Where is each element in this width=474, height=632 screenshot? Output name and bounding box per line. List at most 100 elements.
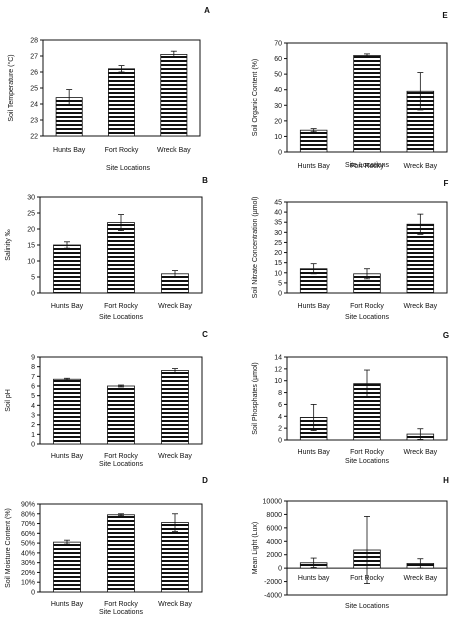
x-axis-label: Site Locations: [99, 609, 143, 616]
panel-label: E: [442, 11, 448, 20]
x-axis-label: Site Locations: [345, 162, 389, 169]
y-tick-label: 6: [278, 402, 282, 409]
y-tick-label: 20%: [21, 570, 35, 577]
y-tick-label: 5: [278, 280, 282, 287]
chart-panel-g: G 0 2 4 6 8 10 12 14 Hunts Bay Fort Rocky Wreck Bay…: [252, 331, 449, 465]
category-label: Hunts Bay: [298, 303, 331, 310]
y-tick-label: 30: [274, 230, 282, 237]
bar: [53, 541, 81, 593]
y-tick-label: 27: [30, 54, 38, 61]
x-axis-label: Site Locations: [99, 461, 143, 468]
y-tick-label: 25: [27, 211, 35, 218]
category-label: Fort Rocky: [104, 303, 138, 310]
y-axis-label: Soil Organic Content (%): [252, 59, 259, 136]
bar: [160, 54, 188, 137]
category-label: Hunts Bay: [51, 601, 84, 608]
y-tick-label: 10: [274, 270, 282, 277]
panel-label: B: [202, 176, 208, 185]
bar: [161, 522, 189, 593]
y-axis-label: Soil Nitrate Concentration (µmol): [252, 197, 259, 299]
chart-panel-a: A 22 23 24 25 26 27 28 Hunts Bay Fort Rocky Wreck …: [7, 6, 210, 172]
y-tick-label: -4000: [264, 593, 282, 600]
y-axis-label: Soil Temperature (°C): [7, 54, 15, 121]
category-label: Fort Rocky: [350, 303, 384, 310]
category-label: Wreck Bay: [403, 303, 437, 310]
panel-label: G: [443, 331, 449, 340]
category-label: Fort Rocky: [350, 163, 384, 170]
panel-label: C: [202, 330, 208, 339]
category-label: Wreck Bay: [158, 453, 192, 460]
x-axis-label: Site Locations: [106, 165, 150, 172]
plot-frame: [286, 500, 448, 596]
y-tick-label: 10000: [263, 499, 283, 506]
chart-panel-b: B 0 5 10 15 20 25 30 Hunts Bay Fort Rocky Wreck Ba…: [5, 176, 208, 321]
y-tick-label: 4: [278, 414, 282, 421]
y-tick-label: 10: [274, 378, 282, 385]
y-tick-label: 22: [30, 134, 38, 141]
category-label: Wreck Bay: [157, 147, 191, 154]
y-tick-label: 50%: [21, 541, 35, 548]
y-tick-label: 5: [31, 275, 35, 282]
y-tick-label: 40: [274, 210, 282, 217]
y-tick-label: 10%: [21, 580, 35, 587]
category-label: Hunts bay: [298, 575, 330, 582]
bar: [406, 90, 435, 153]
y-tick-label: 23: [30, 118, 38, 125]
y-tick-label: 0: [278, 566, 282, 573]
category-label: Fort Rocky: [104, 453, 138, 460]
y-tick-label: -2000: [264, 579, 282, 586]
bar: [107, 385, 135, 445]
y-tick-label: 6: [31, 384, 35, 391]
y-tick-label: 50: [274, 72, 282, 79]
category-label: Hunts Bay: [51, 303, 84, 310]
chart-panel-e: E 0 10 20 30 40 50 60 70 Hunts Bay Fort Rocky Wreck…: [252, 11, 448, 170]
y-tick-label: 14: [274, 355, 282, 362]
y-tick-label: 60%: [21, 531, 35, 538]
chart-panel-c: C 0 1 2 3 4 5 6 7 8 9 Hunts Bay Fort Rocky Wreck Bay S…: [5, 330, 208, 468]
y-tick-label: 2: [278, 426, 282, 433]
panel-label: A: [204, 6, 210, 15]
y-tick-label: 8: [31, 364, 35, 371]
y-tick-label: 30: [27, 195, 35, 202]
y-tick-label: 35: [274, 220, 282, 227]
y-tick-label: 8000: [266, 512, 282, 519]
y-tick-label: 8: [278, 390, 282, 397]
y-tick-label: 7: [31, 374, 35, 381]
y-tick-label: 28: [30, 38, 38, 45]
y-tick-label: 20: [274, 250, 282, 257]
y-tick-label: 24: [30, 102, 38, 109]
y-axis-label: Salinity ‰: [5, 229, 12, 261]
y-tick-label: 10: [274, 134, 282, 141]
bar: [353, 55, 381, 153]
category-label: Hunts Bay: [298, 449, 331, 456]
y-tick-label: 80%: [21, 511, 35, 518]
y-tick-label: 70%: [21, 521, 35, 528]
x-axis-label: Site Locations: [345, 314, 389, 321]
panel-label: F: [444, 179, 449, 188]
y-tick-label: 70: [274, 41, 282, 48]
y-axis-label: Soil Phosphates (µmol): [252, 362, 259, 435]
y-tick-label: 90%: [21, 502, 35, 509]
y-tick-label: 0: [278, 291, 282, 298]
category-label: Wreck Bay: [158, 303, 192, 310]
y-tick-label: 4000: [266, 539, 282, 546]
bar: [107, 222, 135, 294]
y-tick-label: 12: [274, 366, 282, 373]
category-label: Fort Rocky: [105, 147, 139, 154]
chart-panel-f: F 0 5 10 15 20 25 30 35 40 45 Hunts Bay Fort Rocky Wr…: [252, 179, 449, 321]
y-tick-label: 0: [31, 291, 35, 298]
y-tick-label: 1: [31, 432, 35, 439]
y-tick-label: 2: [31, 422, 35, 429]
y-tick-label: 20: [27, 227, 35, 234]
category-label: Wreck Bay: [403, 449, 437, 456]
category-label: Wreck Bay: [403, 163, 437, 170]
y-tick-label: 40%: [21, 550, 35, 557]
y-tick-label: 2000: [266, 552, 282, 559]
y-tick-label: 10: [27, 259, 35, 266]
y-tick-label: 25: [274, 240, 282, 247]
y-tick-label: 26: [30, 70, 38, 77]
y-tick-label: 0: [278, 438, 282, 445]
y-axis-label: Soil pH: [5, 389, 12, 412]
category-label: Hunts Bay: [53, 147, 86, 154]
